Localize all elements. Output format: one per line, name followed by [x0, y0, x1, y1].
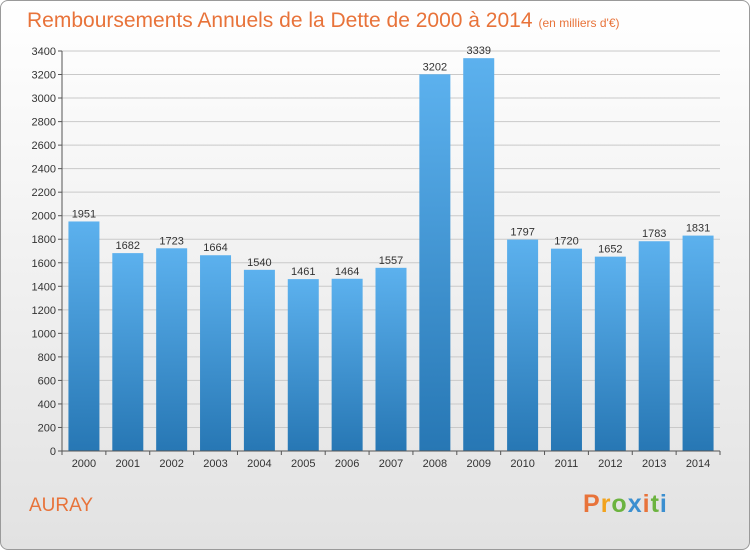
- x-tick-label: 2008: [423, 458, 447, 470]
- bar: [112, 253, 144, 451]
- bars: [68, 58, 714, 451]
- bar: [287, 279, 319, 451]
- y-tick-label: 3400: [32, 46, 56, 58]
- y-tick-label: 600: [38, 375, 56, 387]
- bar: [463, 58, 495, 451]
- data-label: 1461: [291, 266, 315, 278]
- y-tick-label: 2600: [32, 140, 56, 152]
- logo-letter: P: [583, 490, 601, 518]
- chart-title: Remboursements Annuels de la Dette de 20…: [27, 9, 620, 33]
- commune-name: AURAY: [29, 495, 94, 516]
- y-tick-label: 2200: [32, 187, 56, 199]
- x-tick-label: 2013: [642, 458, 666, 470]
- x-tick-label: 2012: [598, 458, 622, 470]
- bar: [68, 221, 100, 451]
- bar: [200, 255, 232, 451]
- bar: [156, 248, 188, 451]
- data-label: 1557: [379, 255, 403, 267]
- logo-letter: o: [611, 490, 628, 518]
- x-tick-label: 2010: [510, 458, 534, 470]
- logo-letter: x: [627, 490, 643, 518]
- bar: [638, 241, 670, 451]
- bar: [331, 278, 363, 451]
- y-tick-label: 1200: [32, 305, 56, 317]
- x-tick-label: 2005: [291, 458, 315, 470]
- data-label: 3202: [423, 61, 447, 73]
- chart-subtitle: (en milliers d'€): [538, 16, 620, 30]
- y-tick-label: 2800: [32, 117, 56, 129]
- x-tick-label: 2003: [203, 458, 227, 470]
- bar: [550, 248, 582, 451]
- data-label: 1464: [335, 266, 359, 278]
- data-label: 1723: [159, 235, 183, 247]
- x-tick-label: 2000: [72, 458, 96, 470]
- data-label: 3339: [466, 45, 490, 57]
- bar: [243, 269, 275, 451]
- data-label: 1540: [247, 257, 271, 269]
- y-tick-label: 1800: [32, 234, 56, 246]
- logo-letter: r: [600, 490, 612, 518]
- proxiti-logo[interactable]: Proxiti: [583, 490, 668, 519]
- y-tick-label: 2400: [32, 164, 56, 176]
- logo-letter: i: [659, 490, 668, 518]
- data-labels: 1951 1682 1723 1664 1540 1461 1464 1557 3202 3339…: [72, 45, 711, 278]
- data-label: 1797: [510, 227, 534, 239]
- y-tick-label: 800: [38, 352, 56, 364]
- y-tick-label: 1400: [32, 281, 56, 293]
- x-tick-label: 2002: [159, 458, 183, 470]
- x-tick-label: 2009: [466, 458, 490, 470]
- y-axis-ticks: 0 200 400 600 800 1000 1200 1400 1600 1800 2000 220…: [32, 46, 62, 458]
- data-label: 1664: [203, 242, 227, 254]
- data-label: 1720: [554, 236, 578, 248]
- data-label: 1831: [686, 223, 710, 235]
- bar: [375, 267, 407, 451]
- x-tick-label: 2014: [686, 458, 710, 470]
- x-tick-label: 2001: [116, 458, 140, 470]
- bar: [507, 239, 539, 451]
- data-label: 1682: [116, 240, 140, 252]
- y-tick-label: 0: [50, 446, 56, 458]
- y-tick-label: 200: [38, 422, 56, 434]
- x-tick-label: 2004: [247, 458, 271, 470]
- data-label: 1951: [72, 208, 96, 220]
- chart-title-text: Remboursements Annuels de la Dette de 20…: [27, 9, 533, 32]
- data-label: 1783: [642, 228, 666, 240]
- bar: [594, 256, 626, 451]
- logo-letter: t: [650, 490, 660, 518]
- y-tick-label: 3000: [32, 93, 56, 105]
- y-tick-label: 1000: [32, 328, 56, 340]
- axes: [61, 51, 720, 452]
- y-tick-label: 2000: [32, 211, 56, 223]
- y-tick-label: 1600: [32, 258, 56, 270]
- x-tick-label: 2007: [379, 458, 403, 470]
- bar: [419, 74, 451, 451]
- y-tick-label: 3200: [32, 70, 56, 82]
- y-tick-label: 400: [38, 399, 56, 411]
- x-tick-label: 2006: [335, 458, 359, 470]
- bar: [682, 235, 714, 451]
- data-label: 1652: [598, 244, 622, 256]
- x-axis-ticks: 2000 2001 2002 2003 2004 2005 2006 2007 2008 2009…: [61, 451, 721, 470]
- logo-letter: i: [642, 490, 651, 518]
- x-tick-label: 2011: [555, 458, 579, 470]
